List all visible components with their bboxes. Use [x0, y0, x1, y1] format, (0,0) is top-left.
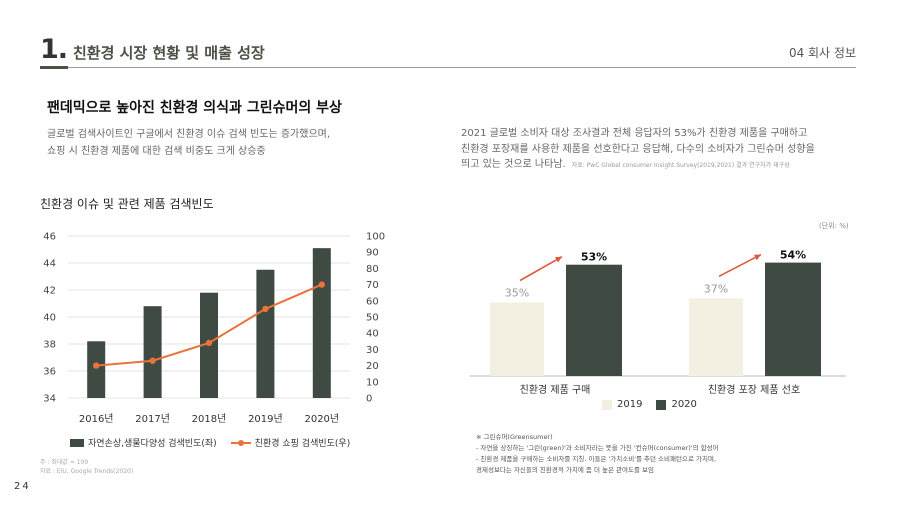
- right-axis-tick-label: 100: [366, 232, 385, 243]
- x-axis-tick-label: 2016년: [79, 413, 114, 425]
- section-label: 04 회사 정보: [788, 46, 856, 60]
- page-number: 24: [14, 481, 31, 492]
- left-axis-tick-label: 34: [43, 394, 56, 405]
- growth-arrow: [718, 253, 762, 278]
- right-axis-tick-label: 60: [366, 296, 379, 307]
- legend-2019-swatch: [602, 399, 612, 410]
- data-label-2020: 54%: [780, 249, 806, 262]
- line-point: [262, 305, 269, 313]
- bar: [256, 269, 275, 398]
- left-axis-tick-label: 36: [43, 367, 56, 378]
- left-axis-tick-label: 42: [43, 286, 56, 297]
- survey-source: 자료: PwC Global consumer Insight Survey(2…: [571, 162, 790, 169]
- legend-bar-swatch: [70, 438, 84, 447]
- right-axis-tick-label: 50: [366, 313, 379, 324]
- series-line: [96, 283, 323, 367]
- right-axis-tick-label: 20: [366, 361, 379, 372]
- section-number: 1.: [40, 34, 68, 65]
- bar: [143, 306, 162, 398]
- bar: [87, 341, 106, 398]
- header-accent-bar: [40, 66, 68, 69]
- growth-arrow-head: [754, 254, 761, 261]
- left-axis-tick-label: 38: [43, 340, 56, 351]
- category-label: 친환경 포장 제품 선호: [708, 383, 800, 396]
- page-header: 1. 친환경 시장 현황 및 매출 성장 04 회사 정보: [40, 34, 856, 70]
- greensumer-note: ※ 그린슈머(Greensumer) - 자연을 상징하는 '그린(green)…: [476, 432, 719, 476]
- lead-title: 팬데믹으로 높아진 친환경 의식과 그린슈머의 부상: [47, 100, 342, 116]
- category-label: 친환경 제품 구매: [520, 383, 591, 396]
- chart1-source-text: 자료 : EIU, Google Trends(2020): [40, 468, 134, 475]
- survey-line: 2021 글로벌 소비자 대상 조사결과 전체 응답자의 53%가 친환경 제품…: [461, 128, 808, 139]
- right-axis-tick-label: 90: [366, 248, 379, 259]
- survey-line: 띄고 있는 것으로 나타남.: [461, 159, 566, 170]
- chart1-note: 주 : 최대값 = 100: [40, 459, 89, 466]
- bar-2020: [566, 264, 622, 376]
- note-line: - 친환경 제품을 구매하는 소비자를 지칭. 이들은 '가치소비'를 추던 소…: [476, 455, 717, 463]
- line-point: [93, 362, 100, 369]
- bar: [312, 248, 331, 398]
- right-axis-tick-label: 40: [366, 329, 379, 340]
- right-axis-tick-label: 70: [366, 280, 379, 291]
- right-axis-tick-label: 30: [366, 345, 379, 356]
- left-axis-tick-label: 40: [43, 313, 56, 324]
- note-title: ※ 그린슈머(Greensumer): [476, 433, 553, 441]
- note-line: 경제성보다는 자신들의 친환경적 가치에 좀 더 높은 관여도를 보임: [476, 466, 654, 474]
- chart2-unit: (단위: %): [819, 222, 849, 230]
- x-axis-tick-label: 2020년: [304, 413, 339, 425]
- lead-description-line: 쇼핑 시 친환경 제품에 대한 검색 비중도 크게 상승중: [47, 146, 266, 157]
- bar-2019: [490, 302, 544, 376]
- left-axis-tick-label: 46: [43, 232, 56, 243]
- x-axis-tick-label: 2017년: [135, 413, 170, 425]
- page-title: 친환경 시장 현황 및 매출 성장: [73, 44, 265, 62]
- lead-description: 글로벌 검색사이트인 구글에서 친환경 이슈 검색 빈도는 증가했으며, 쇼핑 …: [47, 126, 377, 160]
- bar-2020: [765, 262, 821, 376]
- line-point: [205, 339, 213, 347]
- legend-bar-label: 자연손상,생물다양성 검색빈도(좌): [88, 439, 217, 449]
- left-axis-tick-label: 44: [43, 259, 56, 270]
- legend-2019-label: 2019: [617, 399, 643, 410]
- right-axis-tick-label: 80: [366, 264, 379, 275]
- header-divider: [40, 67, 856, 68]
- legend-line-swatch: [230, 439, 251, 447]
- chart1-legend: 자연손상,생물다양성 검색빈도(좌) 친환경 쇼핑 검색빈도(우): [70, 436, 350, 449]
- bar-2019: [689, 298, 743, 376]
- note-line: - 자연을 상징하는 '그린(green)'과 소비자라는 뜻을 가진 '컨슈머…: [476, 444, 719, 452]
- right-axis-tick-label: 0: [366, 394, 372, 405]
- survey-summary: 2021 글로벌 소비자 대상 조사결과 전체 응답자의 53%가 친환경 제품…: [461, 126, 861, 174]
- data-label-2019: 35%: [505, 287, 529, 300]
- bar: [200, 292, 218, 398]
- line-point: [318, 281, 325, 288]
- lead-description-line: 글로벌 검색사이트인 구글에서 친환경 이슈 검색 빈도는 증가했으며,: [47, 129, 331, 140]
- growth-arrow-head: [555, 256, 562, 263]
- chart1-title: 친환경 이슈 및 관련 제품 검색빈도: [40, 197, 214, 211]
- legend-line-label: 친환경 쇼핑 검색빈도(우): [254, 439, 351, 449]
- legend-2020-swatch: [656, 399, 667, 410]
- survey-line: 친환경 포장재를 사용한 제품을 선호한다고 응답해, 다수의 소비자가 그린슈…: [461, 143, 815, 155]
- data-label-2020: 53%: [581, 251, 607, 264]
- legend-2020-label: 2020: [671, 399, 697, 410]
- chart1-source: 주 : 최대값 = 100 자료 : EIU, Google Trends(20…: [40, 458, 133, 476]
- right-axis-tick-label: 10: [366, 377, 379, 388]
- chart2-legend: 2019 2020: [602, 399, 697, 410]
- growth-arrow: [519, 256, 563, 282]
- data-label-2019: 37%: [704, 282, 728, 295]
- x-axis-tick-label: 2019년: [248, 413, 283, 425]
- line-point: [149, 357, 156, 364]
- x-axis-tick-label: 2018년: [192, 413, 227, 425]
